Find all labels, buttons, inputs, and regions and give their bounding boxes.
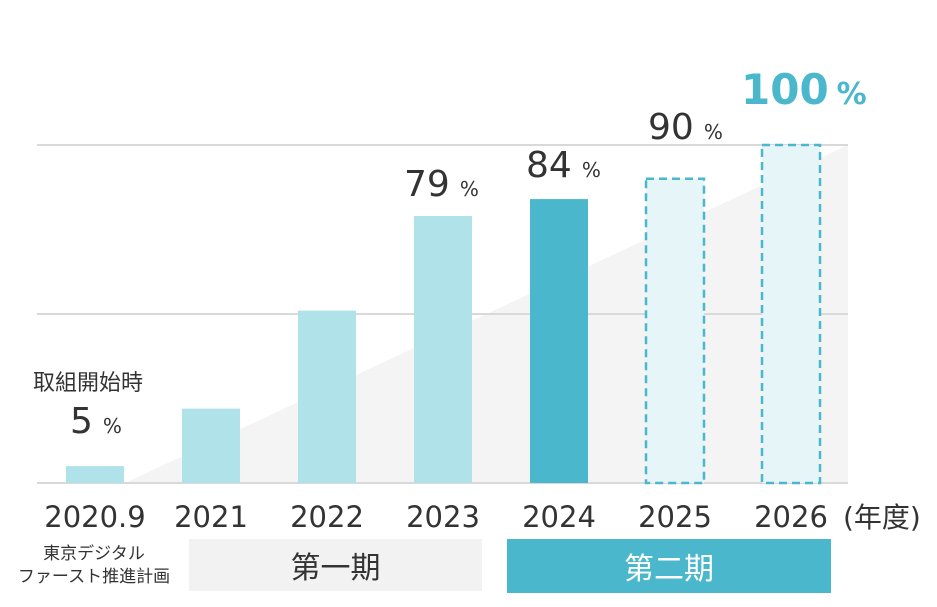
bar-chart: 2020.9 2021 2022 2023 2024 2025 2026 (年度) 取組開始時 5…: [33, 65, 921, 534]
bar-2021: [182, 408, 240, 483]
x-tick-label: 2020.9: [44, 500, 145, 534]
x-tick-label: 2022: [290, 500, 364, 534]
plan-label: 東京デジタル ファースト推進計画: [8, 543, 180, 589]
x-tick-label: 2024: [522, 500, 596, 534]
bar-2026: [760, 143, 822, 485]
plan-label-line2: ファースト推進計画: [17, 567, 171, 587]
bar-2023: [414, 215, 472, 484]
data-label-2024: 84%: [526, 145, 601, 186]
bar-2024: [530, 199, 588, 483]
start-annotation: 取組開始時: [33, 371, 143, 396]
x-tick-label: 2026: [754, 500, 828, 534]
x-tick-label: 2021: [174, 500, 248, 534]
bar-2025: [644, 177, 706, 485]
x-axis-unit-label: (年度): [843, 501, 921, 534]
phase1-band: 第一期: [189, 539, 482, 591]
bar-2020.9: [66, 466, 124, 483]
data-label-2026: 100%: [741, 65, 867, 114]
phase2-band: 第二期: [507, 539, 831, 593]
data-label-2020.9: 5%: [70, 401, 122, 442]
data-label-2023: 79%: [404, 164, 479, 205]
x-tick-label: 2025: [638, 500, 712, 534]
x-tick-label: 2023: [406, 500, 480, 534]
data-label-2025: 90%: [648, 107, 723, 148]
bar-2022: [298, 310, 356, 483]
plan-label-line1: 東京デジタル: [43, 544, 145, 564]
